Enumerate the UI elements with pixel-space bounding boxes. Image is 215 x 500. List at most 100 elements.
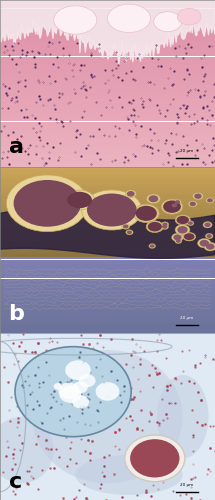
Circle shape — [96, 382, 120, 400]
Bar — [0, 65, 215, 68]
Bar — [0, 31, 215, 34]
Ellipse shape — [154, 12, 182, 32]
Bar — [0, 177, 215, 180]
Circle shape — [72, 396, 89, 408]
Bar — [0, 308, 215, 310]
Ellipse shape — [175, 224, 190, 235]
Bar — [0, 96, 215, 99]
Bar — [0, 48, 215, 51]
Bar — [0, 150, 215, 152]
Ellipse shape — [126, 230, 133, 235]
Bar — [0, 40, 215, 42]
Bar — [0, 282, 215, 285]
Bar — [0, 247, 215, 249]
Bar — [0, 34, 215, 36]
Bar — [0, 116, 215, 118]
Bar — [0, 204, 215, 207]
Bar — [0, 147, 215, 150]
Bar — [0, 180, 215, 182]
Bar — [0, 220, 215, 222]
Bar — [0, 99, 215, 102]
Ellipse shape — [206, 198, 214, 203]
Ellipse shape — [198, 238, 211, 248]
Bar — [0, 20, 215, 22]
Bar — [0, 298, 215, 300]
Bar — [0, 6, 215, 8]
Ellipse shape — [146, 221, 163, 232]
Bar — [0, 127, 215, 130]
Ellipse shape — [149, 244, 156, 248]
Bar — [0, 316, 215, 318]
Bar — [0, 270, 215, 272]
Ellipse shape — [161, 224, 169, 230]
Ellipse shape — [127, 230, 132, 234]
Ellipse shape — [149, 196, 158, 202]
Bar — [0, 331, 215, 334]
Bar — [0, 56, 215, 59]
Ellipse shape — [150, 244, 155, 248]
Ellipse shape — [163, 200, 181, 213]
Ellipse shape — [174, 200, 181, 204]
Bar — [0, 79, 215, 82]
Ellipse shape — [188, 201, 197, 207]
Bar — [0, 74, 215, 76]
Bar — [0, 325, 215, 327]
Bar — [0, 90, 215, 93]
Bar — [0, 280, 215, 282]
Bar — [0, 76, 215, 79]
Bar — [0, 224, 215, 226]
Ellipse shape — [127, 191, 135, 196]
Bar — [0, 218, 215, 220]
Bar — [0, 198, 215, 200]
Bar — [0, 236, 215, 238]
Bar — [0, 188, 215, 190]
Ellipse shape — [172, 204, 177, 208]
Text: 20 μm: 20 μm — [180, 482, 194, 486]
Text: 20 μm: 20 μm — [180, 150, 194, 154]
Ellipse shape — [175, 238, 182, 244]
Bar — [0, 118, 215, 122]
Bar — [0, 251, 215, 253]
Bar — [0, 133, 215, 136]
Ellipse shape — [176, 240, 181, 243]
Bar — [0, 166, 215, 169]
Bar — [0, 207, 215, 209]
Ellipse shape — [67, 192, 92, 208]
Circle shape — [72, 382, 88, 394]
Ellipse shape — [64, 190, 95, 210]
Bar — [0, 3, 215, 6]
Bar — [0, 304, 215, 306]
Ellipse shape — [173, 234, 182, 240]
Ellipse shape — [161, 222, 169, 227]
Bar — [0, 320, 215, 323]
Ellipse shape — [157, 375, 209, 458]
Ellipse shape — [108, 4, 150, 32]
Ellipse shape — [122, 224, 130, 230]
Ellipse shape — [177, 8, 201, 25]
Bar — [0, 158, 215, 161]
Bar — [0, 182, 215, 184]
Bar — [0, 196, 215, 198]
Bar — [0, 234, 215, 236]
Ellipse shape — [146, 194, 160, 203]
Bar — [0, 194, 215, 196]
Bar — [0, 253, 215, 256]
Bar — [0, 302, 215, 304]
Ellipse shape — [205, 234, 213, 238]
Ellipse shape — [6, 175, 88, 232]
Bar — [0, 184, 215, 186]
Bar — [0, 264, 215, 266]
Ellipse shape — [207, 198, 213, 202]
Bar — [0, 278, 215, 280]
Bar — [0, 289, 215, 291]
Circle shape — [15, 346, 131, 436]
Bar — [0, 0, 215, 3]
Bar — [0, 245, 215, 247]
Bar — [0, 82, 215, 84]
Ellipse shape — [75, 455, 183, 495]
Bar — [0, 62, 215, 65]
Bar — [0, 228, 215, 230]
Circle shape — [130, 439, 180, 478]
Bar — [0, 314, 215, 316]
Ellipse shape — [175, 215, 190, 225]
